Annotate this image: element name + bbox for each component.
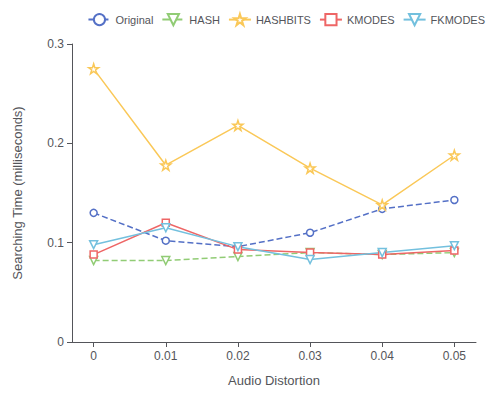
svg-text:Audio Distortion: Audio Distortion: [228, 373, 320, 388]
svg-text:0.2: 0.2: [47, 136, 64, 150]
svg-text:0: 0: [90, 349, 97, 363]
svg-text:Original: Original: [115, 14, 153, 26]
svg-text:0.03: 0.03: [298, 349, 322, 363]
svg-text:0: 0: [57, 335, 64, 349]
svg-text:0.02: 0.02: [226, 349, 250, 363]
svg-text:0.3: 0.3: [47, 37, 64, 51]
svg-text:0.05: 0.05: [443, 349, 467, 363]
svg-text:0.01: 0.01: [154, 349, 178, 363]
svg-text:0.04: 0.04: [371, 349, 395, 363]
svg-text:Searching Time (milliseconds): Searching Time (milliseconds): [10, 106, 25, 279]
svg-text:HASHBITS: HASHBITS: [256, 14, 311, 26]
svg-text:0.1: 0.1: [47, 236, 64, 250]
svg-text:HASH: HASH: [189, 14, 220, 26]
svg-text:KMODES: KMODES: [347, 14, 395, 26]
svg-text:FKMODES: FKMODES: [431, 14, 485, 26]
